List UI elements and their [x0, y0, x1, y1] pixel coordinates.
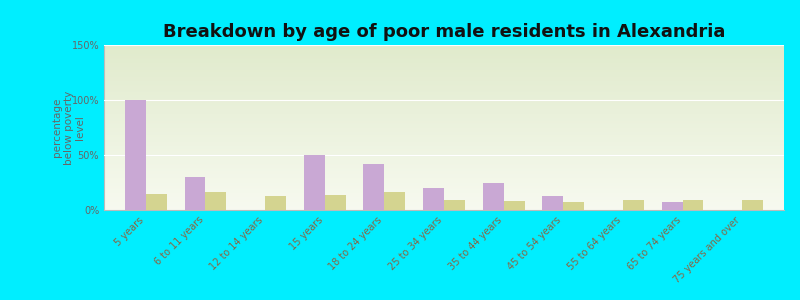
Bar [185, 177, 206, 210]
Bar [662, 202, 682, 210]
Bar [363, 164, 384, 210]
Bar [742, 200, 763, 210]
Y-axis label: percentage
below poverty
level: percentage below poverty level [52, 90, 86, 165]
Title: Breakdown by age of poor male residents in Alexandria: Breakdown by age of poor male residents … [163, 23, 725, 41]
Bar [444, 200, 465, 210]
Bar [206, 192, 226, 210]
Bar [146, 194, 166, 210]
Bar [304, 155, 325, 210]
Bar [623, 200, 644, 210]
Bar [504, 201, 525, 210]
Bar [682, 200, 703, 210]
Bar [423, 188, 444, 210]
Bar [563, 202, 584, 210]
Bar [384, 192, 406, 210]
Bar [542, 196, 563, 210]
Bar [482, 182, 504, 210]
Bar [125, 100, 146, 210]
Bar [325, 195, 346, 210]
Bar [265, 196, 286, 210]
